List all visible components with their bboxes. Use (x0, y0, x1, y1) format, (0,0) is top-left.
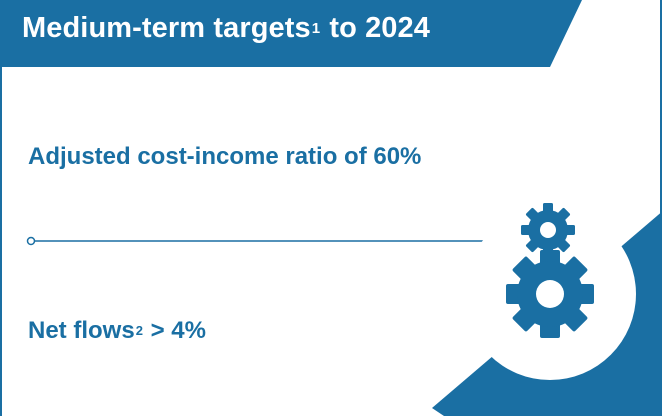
net-flows-footnote-marker: 2 (135, 323, 143, 338)
title-year: to 2024 (321, 12, 430, 44)
gears-illustration (432, 203, 660, 416)
divider-start-dot (26, 236, 36, 246)
gear-large-icon (506, 250, 594, 338)
title-text: Medium-term targets (22, 12, 311, 44)
target-net-flows: Net flows2 > 4% (28, 317, 206, 345)
target-cost-income: Adjusted cost-income ratio of 60% (28, 143, 421, 171)
target-cost-income-text: Adjusted cost-income ratio of 60% (28, 143, 422, 170)
title-footnote-marker: 1 (311, 20, 321, 37)
gear-small-icon (521, 203, 575, 257)
target-net-flows-text: Net flows (28, 317, 135, 344)
page-title: Medium-term targets1 to 2024 (22, 12, 430, 45)
header-banner (2, 0, 582, 67)
target-net-flows-value: > 4% (143, 317, 206, 344)
